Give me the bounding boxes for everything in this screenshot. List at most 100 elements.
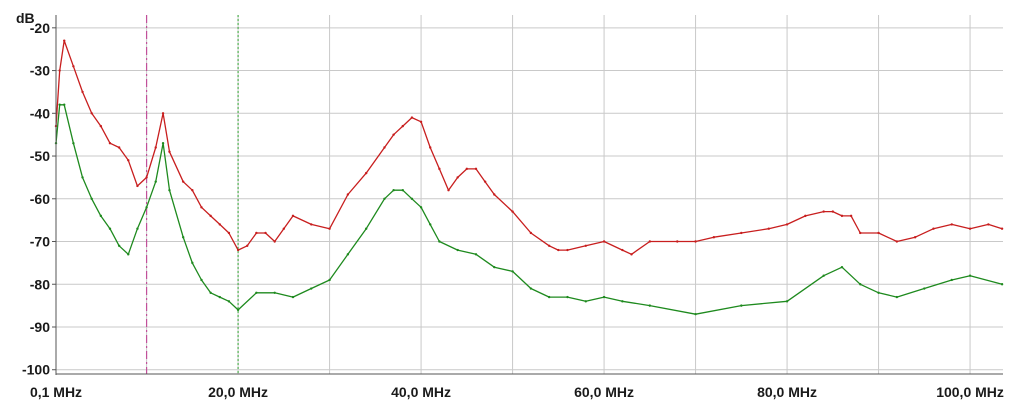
x-tick-label: 40,0 MHz — [391, 384, 451, 400]
data-point — [99, 124, 103, 128]
data-point — [227, 300, 231, 303]
data-point — [127, 159, 130, 162]
data-point — [456, 176, 459, 179]
data-point — [255, 231, 258, 235]
data-point — [58, 69, 61, 72]
data-point — [419, 206, 423, 209]
data-point — [822, 210, 825, 213]
data-point — [236, 248, 240, 252]
data-point — [58, 103, 61, 106]
data-point — [621, 300, 624, 303]
data-point — [181, 236, 185, 239]
data-point — [291, 214, 295, 218]
data-point — [429, 223, 432, 226]
data-point — [602, 295, 606, 299]
data-point — [346, 193, 350, 196]
data-point — [602, 240, 606, 243]
data-point — [161, 112, 165, 115]
data-point — [950, 223, 953, 226]
data-point — [511, 270, 514, 273]
data-point — [474, 167, 478, 171]
data-point — [255, 291, 258, 294]
data-point — [81, 176, 84, 179]
series-lines — [54, 39, 1004, 316]
data-point — [456, 248, 459, 252]
data-point — [547, 244, 551, 247]
data-point — [438, 240, 441, 243]
data-point — [99, 214, 103, 218]
data-point — [447, 189, 450, 192]
data-point — [401, 124, 404, 128]
data-point — [236, 308, 240, 312]
data-point — [145, 176, 148, 179]
y-tick-label: -70 — [30, 234, 50, 250]
data-point — [566, 248, 569, 252]
data-point — [767, 227, 770, 230]
data-point — [932, 227, 935, 230]
data-point — [483, 180, 487, 183]
data-point — [264, 231, 267, 235]
data-point — [694, 312, 697, 316]
data-point — [383, 146, 386, 149]
y-tick-label: -30 — [30, 63, 50, 79]
data-point — [168, 189, 171, 192]
data-point — [511, 210, 514, 213]
y-tick-label: -20 — [30, 20, 50, 36]
data-point — [291, 295, 295, 299]
data-point — [987, 223, 990, 226]
data-point — [310, 287, 313, 290]
data-point — [822, 274, 825, 277]
data-point — [621, 248, 624, 252]
data-point — [493, 193, 496, 196]
y-tick-label: -80 — [30, 276, 50, 292]
data-point — [859, 231, 862, 235]
data-point — [63, 39, 66, 42]
data-point — [392, 189, 395, 192]
data-point — [547, 295, 551, 299]
data-point — [136, 227, 139, 230]
grid — [55, 15, 1003, 374]
data-point — [923, 287, 926, 290]
x-tick-label: 60,0 MHz — [574, 384, 634, 400]
data-point — [429, 146, 432, 149]
y-tick-label: -40 — [30, 105, 50, 121]
data-point — [218, 295, 221, 299]
data-point — [282, 227, 286, 230]
y-tick-label: -50 — [30, 148, 50, 164]
data-point — [740, 231, 743, 235]
data-point — [566, 295, 569, 299]
data-point — [831, 210, 835, 213]
series-line-red — [55, 39, 1003, 255]
data-point — [438, 167, 441, 171]
data-point — [913, 236, 917, 239]
data-point — [529, 231, 533, 235]
x-tick-labels: 0,1 MHz 20,0 MHz 40,0 MHz 60,0 MHz 80,0 MHz 1… — [30, 384, 1004, 400]
data-point — [740, 304, 743, 307]
data-point — [161, 142, 165, 145]
data-point — [1000, 283, 1004, 286]
data-point — [117, 146, 121, 149]
series-line-green — [55, 104, 1003, 315]
data-point — [273, 240, 276, 243]
data-point — [474, 253, 478, 256]
data-point — [108, 227, 112, 230]
data-point — [557, 248, 560, 252]
data-point — [529, 287, 533, 290]
data-point — [968, 227, 972, 230]
y-tick-label: -90 — [30, 319, 50, 335]
data-point — [346, 253, 350, 256]
data-point — [840, 265, 844, 269]
data-point — [849, 214, 853, 218]
data-point — [401, 189, 404, 192]
data-point — [383, 197, 386, 200]
data-point — [859, 283, 862, 286]
data-point — [648, 304, 652, 307]
data-point — [1000, 227, 1004, 230]
data-point — [63, 103, 66, 106]
data-point — [227, 231, 231, 235]
data-point — [785, 300, 789, 303]
data-point — [273, 291, 276, 294]
data-point — [694, 240, 697, 243]
data-point — [419, 120, 423, 124]
